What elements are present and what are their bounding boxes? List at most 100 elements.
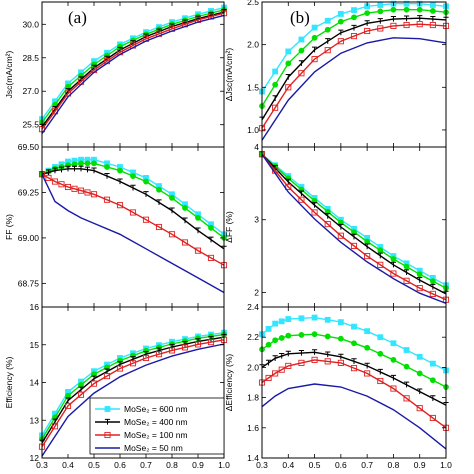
- point-mid-eff-3-0: [51, 423, 59, 430]
- point-mid-deff-0-5: [377, 334, 384, 341]
- xtick-label-deff-3: 0.6: [335, 460, 347, 470]
- point-djsc-2-4: [364, 20, 370, 26]
- legend-row-0: MoSe₂ = 600 nm: [95, 404, 188, 414]
- ytick-label-eff-4: 16: [30, 302, 40, 312]
- xtick-label-deff-2: 0.5: [309, 460, 321, 470]
- ylabel-ff: FF (%): [4, 214, 14, 240]
- legend-marker-0: [104, 406, 111, 412]
- point-ff-1-3: [78, 160, 84, 167]
- legend-row-3: MoSe₂ = 50 nm: [95, 443, 183, 453]
- point-mid-ff-3-0: [45, 174, 52, 181]
- series-line-eff-4: [41, 343, 225, 457]
- point-mid-ff-2-1: [58, 166, 65, 173]
- point-djsc-3-5: [390, 22, 397, 29]
- series-dff-2: [259, 151, 449, 297]
- point-mid-deff-3-1: [278, 366, 285, 373]
- xtick-label-eff-2: 0.5: [88, 460, 100, 470]
- point-mid-djsc-3-5: [403, 21, 410, 29]
- point-mid-dff-2-6: [430, 283, 436, 290]
- point-ff-2-4: [91, 167, 97, 174]
- ytick-label-dff-2: 4: [254, 142, 259, 152]
- series-deff-1: [259, 331, 449, 390]
- point-mid-ff-2-7: [182, 217, 188, 224]
- point-mid-deff-0-2: [298, 315, 305, 322]
- ytick-label-jsc-1: 27.0: [22, 86, 39, 96]
- point-deff-3-1: [272, 370, 279, 377]
- point-eff-3-2: [90, 380, 98, 387]
- point-mid-djsc-0-4: [377, 2, 384, 8]
- point-mid-ff-1-7: [182, 205, 188, 211]
- point-mid-ff-3-8: [207, 254, 215, 261]
- point-dff-3-1: [285, 183, 292, 191]
- series-line-djsc-4: [261, 37, 447, 141]
- ytick-label-deff-0: 1.4: [247, 453, 259, 463]
- series-line-jsc-4: [41, 14, 225, 135]
- xtick-label-deff-1: 0.4: [282, 460, 294, 470]
- point-mid-djsc-3-1: [298, 70, 305, 77]
- point-mid-djsc-1-5: [403, 6, 410, 13]
- panel-dff: 2 3 4 ΔFF (%): [224, 142, 450, 308]
- point-mid-dff-3-6: [429, 290, 436, 297]
- point-mid-djsc-0-5: [403, 0, 410, 7]
- legend-box: [89, 397, 225, 455]
- ytick-label-djsc-3: 2.5: [247, 0, 259, 7]
- point-mid-ff-1-8: [208, 225, 214, 231]
- series-eff-4: [41, 343, 225, 457]
- panel-deff: 1.4 1.6 1.8 2.0 2.2 2.4 0.3 0.4 0.5 0.6 0.7 0.8 0.9 1…: [224, 302, 452, 470]
- ytick-label-deff-3: 2.0: [247, 362, 259, 372]
- ytick-label-dff-0: 2: [254, 287, 259, 297]
- panel-tag-b: (b): [290, 8, 310, 27]
- point-mid-ff-3-2: [71, 185, 78, 192]
- point-eff-3-1: [64, 402, 72, 409]
- point-mid-deff-1-1: [278, 335, 285, 341]
- point-ff-1-4: [91, 160, 97, 167]
- point-mid-djsc-0-1: [298, 36, 305, 43]
- point-djsc-2-3: [338, 29, 344, 36]
- series-jsc-4: [41, 14, 225, 135]
- ytick-label-djsc-2: 2.0: [247, 40, 259, 50]
- point-djsc-3-4: [364, 27, 371, 35]
- point-deff-2-5: [364, 362, 370, 369]
- point-mid-ff-1-4: [104, 164, 110, 170]
- frame-deff: [261, 306, 447, 459]
- point-djsc-3-1: [285, 84, 292, 91]
- point-dff-2-1: [285, 178, 291, 185]
- series-deff-3: [258, 356, 450, 431]
- point-djsc-3-2: [311, 56, 318, 63]
- series-line-eff-3: [41, 339, 225, 448]
- point-deff-2-6: [390, 374, 397, 381]
- point-mid-deff-2-5: [377, 368, 383, 375]
- point-ff-2-8: [195, 227, 201, 234]
- point-mid-dff-3-3: [350, 242, 358, 249]
- point-deff-0-5: [364, 328, 371, 335]
- point-deff-0-6: [390, 340, 397, 347]
- legend-row-1: MoSe₂ = 400 nm: [95, 417, 188, 427]
- series-djsc-1: [259, 6, 449, 109]
- point-djsc-2-5: [390, 15, 397, 22]
- ytick-label-eff-1: 13: [30, 415, 40, 425]
- ytick-label-djsc-0: 1.0: [247, 125, 259, 135]
- point-deff-1-3: [311, 331, 318, 338]
- point-mid-ff-2-2: [71, 165, 78, 172]
- point-mid-dff-1-4: [377, 247, 384, 254]
- series-line-deff-4: [261, 383, 447, 450]
- point-mid-djsc-2-1: [298, 60, 305, 67]
- point-ff-3-4: [90, 191, 98, 198]
- point-deff-2-2: [285, 350, 291, 357]
- ytick-label-eff-0: 12: [30, 453, 40, 463]
- point-ff-3-3: [77, 187, 85, 194]
- point-mid-ff-3-7: [181, 239, 189, 246]
- ytick-label-deff-2: 1.8: [247, 393, 259, 403]
- point-mid-deff-1-0: [265, 341, 272, 348]
- series-line-ff-3: [41, 173, 225, 266]
- point-deff-3-3: [311, 356, 318, 363]
- point-mid-djsc-2-3: [351, 24, 357, 31]
- point-ff-2-5: [117, 178, 123, 185]
- point-ff-2-1: [52, 167, 58, 174]
- point-mid-deff-3-2: [298, 359, 305, 366]
- point-mid-eff-2-5: [182, 341, 188, 347]
- xtick-label-eff-0: 0.3: [36, 460, 48, 470]
- point-deff-1-2: [285, 332, 292, 339]
- point-djsc-1-1: [285, 60, 292, 67]
